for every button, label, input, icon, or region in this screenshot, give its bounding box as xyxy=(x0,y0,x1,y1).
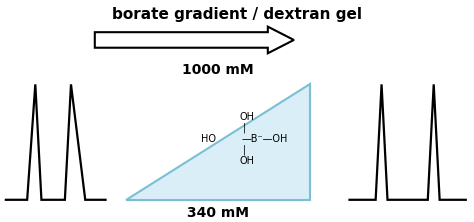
Text: borate gradient / dextran gel: borate gradient / dextran gel xyxy=(112,7,362,22)
Text: 1000 mM: 1000 mM xyxy=(182,63,254,77)
Text: |: | xyxy=(243,145,246,155)
Text: HO: HO xyxy=(201,134,217,144)
Text: OH: OH xyxy=(239,111,255,122)
Polygon shape xyxy=(126,84,310,200)
Text: 340 mM: 340 mM xyxy=(187,206,249,220)
Text: |: | xyxy=(243,122,246,133)
Text: OH: OH xyxy=(239,156,255,166)
FancyArrow shape xyxy=(95,27,294,53)
Text: —B⁻—OH: —B⁻—OH xyxy=(242,134,288,144)
